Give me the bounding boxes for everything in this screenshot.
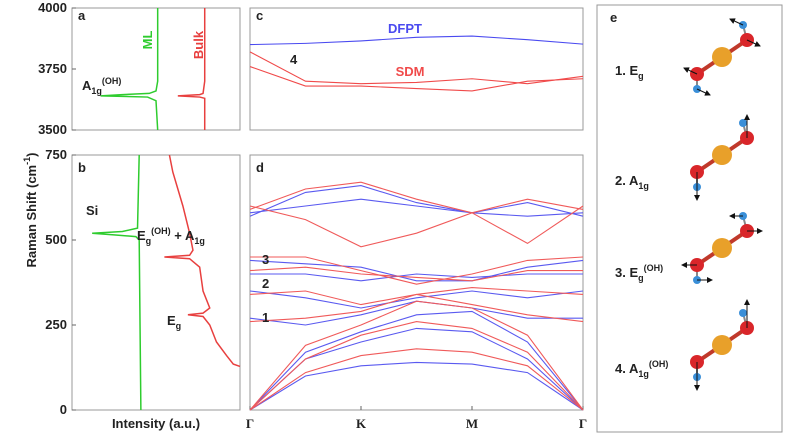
text-run: 3. E (615, 265, 638, 280)
phonon-band (249, 205, 584, 248)
text-run: 1. E (615, 63, 638, 78)
y-tick-label: 0 (60, 402, 67, 417)
phonon-band (249, 198, 584, 217)
panel-label: d (256, 160, 264, 175)
text-run: Raman Shift (cm (24, 165, 39, 268)
x-tick-label: Γ (246, 416, 254, 431)
y-tick-label: 3500 (38, 122, 67, 137)
text-run: 3 (262, 252, 269, 267)
panel-label: e (610, 10, 617, 25)
text-run: 4 (290, 52, 298, 67)
phonon-band (250, 273, 583, 282)
panel-label: b (78, 160, 86, 175)
annotation: 4 (290, 52, 298, 67)
text-run: -1 (22, 157, 32, 165)
text-run: Si (86, 203, 98, 218)
annotation: Eg(OH) + A1g (137, 226, 205, 246)
plot-frame (249, 154, 584, 411)
plot-frame (71, 154, 241, 411)
series-label: DFPT (388, 21, 422, 36)
series-label: ML (140, 31, 155, 50)
phonon-band (249, 266, 583, 282)
panel-e-frame (596, 4, 783, 433)
phonon-band (250, 256, 584, 285)
x-tick-label: Γ (579, 416, 587, 431)
spectrum-line (100, 8, 159, 131)
text-run: ) (24, 153, 39, 157)
spectrum-line (92, 154, 142, 411)
text-run: g (638, 71, 644, 81)
mode-label: 4. A1g(OH) (615, 359, 668, 379)
phonon-band (249, 327, 584, 411)
text-run: 1g (638, 181, 649, 191)
y-tick-label: 4000 (38, 0, 67, 15)
y-tick-label: 3750 (38, 61, 67, 76)
spectrum-line (164, 154, 241, 368)
mode-label: 3. Eg(OH) (615, 263, 663, 283)
phonon-band (249, 66, 584, 92)
text-run: 2 (262, 276, 269, 291)
phonon-band (249, 290, 584, 309)
plot-frame (249, 7, 584, 131)
text-run: 1 (262, 310, 269, 325)
phonon-band (249, 35, 584, 46)
y-axis-label: Raman Shift (cm-1) (22, 153, 39, 268)
phonon-band (249, 321, 584, 411)
phonon-band (249, 361, 584, 411)
annotation: 3 (262, 252, 269, 267)
series-label: Bulk (191, 30, 206, 59)
y-tick-label: 500 (45, 232, 67, 247)
text-run: E (137, 228, 146, 243)
molecule (683, 18, 761, 96)
x-tick-label: K (356, 416, 367, 431)
text-run: + A (171, 228, 195, 243)
text-run: 1g (638, 369, 649, 379)
text-run: (OH) (102, 76, 122, 86)
spectrum-line (177, 8, 206, 130)
annotation: A1g(OH) (82, 76, 121, 96)
text-run: (OH) (649, 359, 669, 369)
annotation: 1 (262, 310, 269, 325)
panel-label: c (256, 8, 263, 23)
phonon-band (249, 181, 584, 214)
text-run: (OH) (644, 263, 664, 273)
text-run: (OH) (151, 226, 171, 236)
text-run: g (146, 236, 152, 246)
mode-label: 2. A1g (615, 173, 649, 191)
phonon-band (249, 300, 584, 411)
text-run: 1g (194, 236, 205, 246)
series-label: SDM (396, 64, 425, 79)
molecule (688, 299, 756, 391)
molecule (681, 210, 763, 286)
phonon-band (249, 185, 584, 217)
annotation: Si (86, 203, 98, 218)
text-run: 2. A (615, 173, 639, 188)
phonon-band (249, 310, 584, 411)
text-run: g (176, 321, 182, 331)
phonon-band (249, 293, 584, 323)
panel-label: a (78, 8, 86, 23)
phonon-band (249, 51, 584, 85)
text-run: A (82, 78, 92, 93)
y-tick-label: 250 (45, 317, 67, 332)
y-tick-label: 750 (45, 147, 67, 162)
phonon-band (249, 287, 584, 306)
x-tick-label: M (466, 416, 478, 431)
annotation: 2 (262, 276, 269, 291)
phonon-band (249, 259, 584, 282)
text-run: E (167, 313, 176, 328)
text-run: g (638, 273, 644, 283)
text-run: 1g (91, 86, 102, 96)
text-run: 4. A (615, 361, 639, 376)
annotation: Eg (167, 313, 181, 331)
phonon-band (249, 348, 584, 411)
molecule (688, 114, 756, 201)
x-axis-label: Intensity (a.u.) (112, 416, 200, 431)
mode-label: 1. Eg (615, 63, 644, 81)
